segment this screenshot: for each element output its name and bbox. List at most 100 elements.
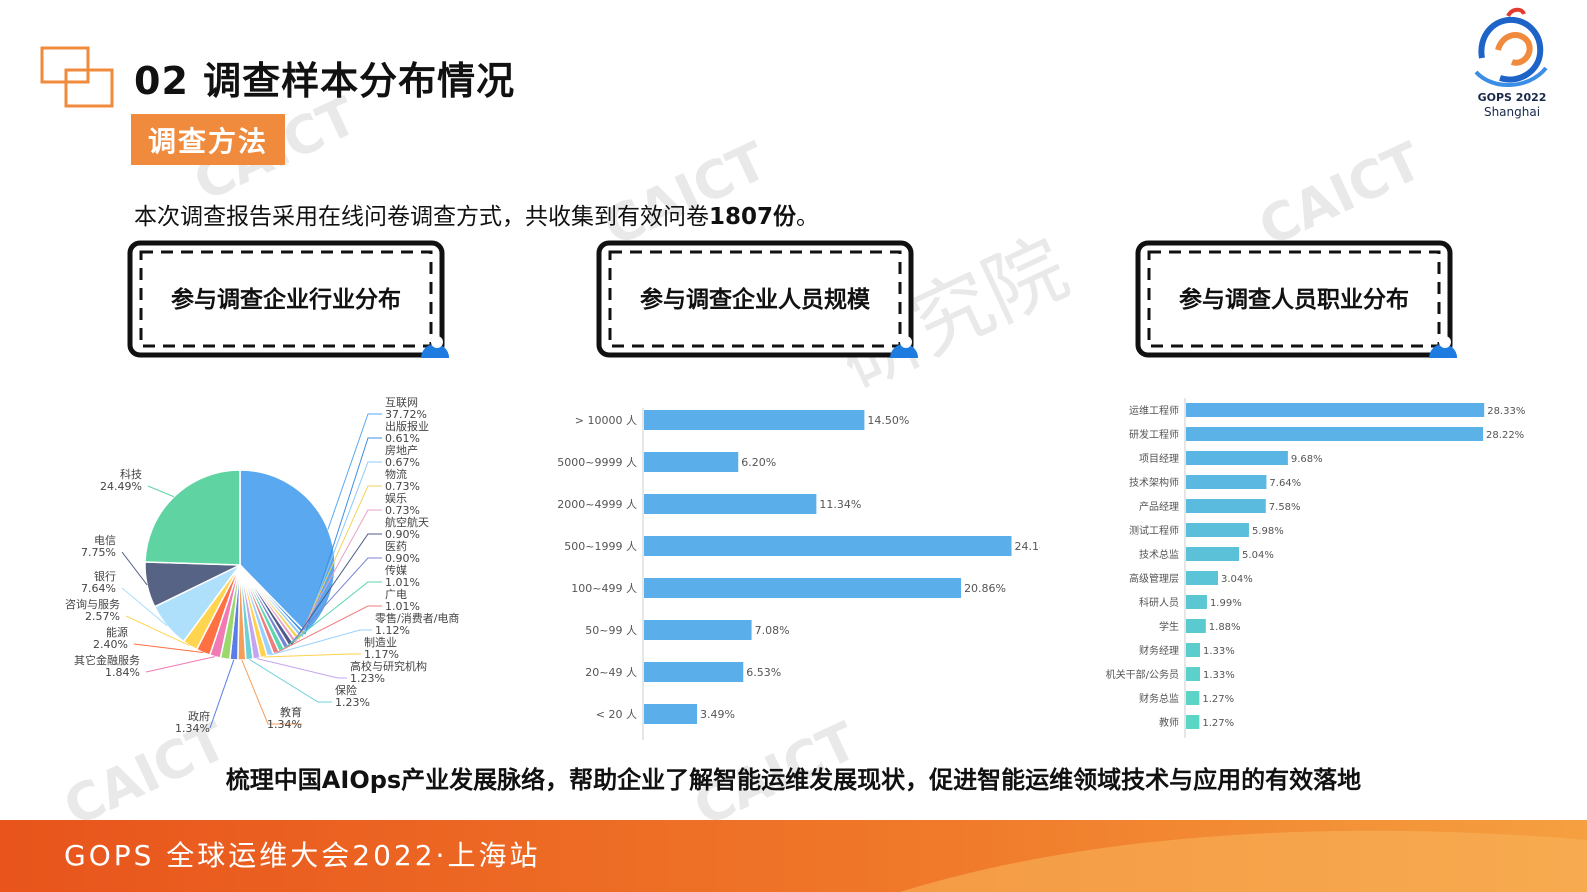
pie-value-label: 1.01% — [385, 600, 420, 613]
bar — [1186, 427, 1484, 441]
value-label: 6.20% — [741, 456, 776, 469]
value-label: 7.08% — [755, 624, 790, 637]
value-label: 5.98% — [1252, 526, 1284, 537]
pie-value-label: 0.61% — [385, 432, 420, 445]
pie-category-label: 咨询与服务 — [65, 597, 120, 611]
pie-category-label: 电信 — [94, 534, 116, 547]
bar — [1186, 451, 1288, 465]
pie-value-label: 1.23% — [350, 672, 385, 685]
pie-leader-line — [327, 413, 382, 530]
bar — [1186, 643, 1200, 657]
pie-category-label: 高校与研究机构 — [350, 659, 427, 673]
gops-logo-icon — [1474, 7, 1548, 87]
pie-leader-line — [270, 629, 372, 656]
bar — [644, 620, 752, 640]
value-label: 1.99% — [1210, 598, 1242, 609]
pie-leader-line — [304, 437, 382, 635]
pie-category-label: 传媒 — [385, 564, 407, 577]
value-label: 1.27% — [1202, 694, 1234, 705]
pie-value-label: 37.72% — [385, 408, 427, 421]
pie-value-label: 1.01% — [385, 576, 420, 589]
pie-leader-line — [145, 656, 216, 673]
pie-leader-line — [301, 461, 382, 638]
category-label: 学生 — [1159, 620, 1179, 633]
occupation-bar-chart: 运维工程师 28.33% 研发工程师 28.22% 项目经理 9.68% 技术架构师 7.64… — [1106, 398, 1525, 738]
value-label: 14.50% — [867, 414, 909, 427]
bar — [1186, 667, 1200, 681]
pie-leader-line — [276, 605, 382, 654]
pie-category-label: 广电 — [385, 588, 407, 601]
value-label: 28.33% — [1487, 406, 1525, 417]
card-frame — [127, 240, 450, 358]
industry-pie-chart: 互联网37.72%出版报业0.61%房地产0.67%物流0.73%娱乐0.73%… — [65, 396, 459, 735]
category-label: 财务总监 — [1139, 692, 1179, 705]
pie-value-label: 1.23% — [335, 696, 370, 709]
value-label: 1.33% — [1203, 670, 1235, 681]
pie-leader-line — [263, 653, 361, 658]
pie-value-label: 2.40% — [93, 638, 128, 651]
value-label: 7.58% — [1269, 502, 1301, 513]
pie-category-label: 出版报业 — [385, 419, 429, 433]
page-title: 02 调查样本分布情况 — [134, 59, 516, 103]
pie-category-label: 互联网 — [385, 396, 418, 409]
value-label: 7.64% — [1269, 478, 1301, 489]
bar — [644, 662, 744, 682]
pie-category-label: 教育 — [280, 705, 302, 719]
card-occupation: 参与调查人员职业分布 — [1135, 240, 1458, 358]
category-label: 研发工程师 — [1129, 428, 1179, 441]
pie-leader-line — [290, 533, 382, 646]
value-label: 5.04% — [1242, 550, 1274, 561]
category-label: 技术总监 — [1139, 548, 1179, 561]
intro-suffix: 。 — [796, 204, 820, 230]
card-frame — [596, 240, 919, 358]
pie-value-label: 1.34% — [267, 718, 302, 731]
category-label: 500~1999 人 — [564, 540, 637, 553]
pie-slice — [239, 469, 336, 635]
value-label: 1.33% — [1203, 646, 1235, 657]
card-scale: 参与调查企业人员规模 — [596, 240, 919, 358]
pie-category-label: 银行 — [94, 569, 116, 583]
pie-value-label: 1.34% — [175, 722, 210, 735]
pie-leader-line — [133, 643, 204, 654]
pie-category-label: 航空航天 — [385, 515, 429, 529]
pie-category-label: 政府 — [188, 709, 210, 723]
bar — [1186, 523, 1249, 537]
pie-leader-line — [286, 557, 382, 649]
category-label: 高级管理层 — [1129, 572, 1179, 585]
bar — [1186, 595, 1207, 609]
pie-leader-line — [294, 509, 382, 643]
pie-leader-line — [121, 587, 168, 627]
card-industry: 参与调查企业行业分布 — [127, 240, 450, 358]
bar — [1186, 571, 1218, 585]
bar — [1186, 691, 1200, 705]
card-frame — [1135, 240, 1458, 358]
scale-bar-chart: > 10000 人 14.50% 5000~9999 人 6.20% 2000~4999… — [557, 408, 1040, 740]
logo-squares-icon — [40, 46, 114, 108]
bar — [644, 578, 962, 598]
pie-value-label: 0.73% — [385, 480, 420, 493]
pie-leader-line — [147, 485, 175, 498]
value-label: 11.34% — [819, 498, 861, 511]
pie-leader-line — [281, 581, 382, 651]
pie-category-label: 房地产 — [385, 443, 418, 457]
bar — [644, 410, 865, 430]
bar — [1186, 475, 1267, 489]
category-label: > 10000 人 — [575, 414, 637, 427]
pie-slice — [144, 469, 241, 566]
bar — [1186, 619, 1206, 633]
pie-value-label: 0.73% — [385, 504, 420, 517]
pie-leader-line — [121, 551, 148, 586]
intro-count: 1807份 — [709, 204, 797, 230]
pie-value-label: 0.67% — [385, 456, 420, 469]
bar — [1186, 499, 1266, 513]
value-label: 6.53% — [746, 666, 781, 679]
category-label: 50~99 人 — [585, 624, 637, 637]
value-label: 1.88% — [1209, 622, 1241, 633]
summary-text: 梳理中国AIOps产业发展脉络，帮助企业了解智能运维发展现状，促进智能运维领域技… — [225, 766, 1362, 794]
bar — [1186, 403, 1485, 417]
pie-leader-line — [241, 659, 302, 725]
value-label: 1.27% — [1202, 718, 1234, 729]
bar — [644, 536, 1012, 556]
pie-leader-line — [256, 658, 347, 679]
bar — [644, 494, 817, 514]
